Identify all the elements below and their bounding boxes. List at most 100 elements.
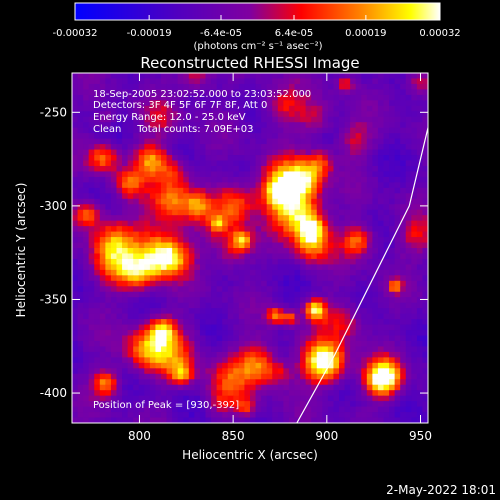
heatmap-cell <box>383 401 390 407</box>
heatmap-cell <box>211 242 218 249</box>
heatmap-cell <box>227 89 234 96</box>
heatmap-cell <box>205 324 212 331</box>
heatmap-cell <box>161 144 167 150</box>
heatmap-cell <box>333 291 340 298</box>
heatmap-cell <box>116 78 123 85</box>
heatmap-cell <box>277 297 284 304</box>
heatmap-cell <box>311 160 318 167</box>
heatmap-cell <box>238 83 245 90</box>
heatmap-cell <box>305 116 312 123</box>
heatmap-cell <box>138 149 145 156</box>
heatmap-cell <box>244 313 251 320</box>
heatmap-cell <box>105 176 112 183</box>
heatmap-cell <box>272 160 279 167</box>
heatmap-cell <box>138 100 145 107</box>
heatmap-cell <box>166 357 173 364</box>
heatmap-cell <box>177 198 184 205</box>
heatmap-cell <box>233 237 240 243</box>
heatmap-cell <box>77 340 84 347</box>
heatmap-cell <box>277 412 284 418</box>
heatmap-cell <box>316 138 323 145</box>
heatmap-cell <box>327 182 334 189</box>
heatmap-cell <box>394 384 401 391</box>
heatmap-cell <box>411 324 418 331</box>
heatmap-cell <box>272 220 279 227</box>
heatmap-cell <box>422 182 428 189</box>
heatmap-cell <box>205 242 212 249</box>
heatmap-cell <box>149 379 156 386</box>
heatmap-cell <box>261 187 268 194</box>
heatmap-cell <box>127 144 134 150</box>
heatmap-cell <box>300 116 307 123</box>
heatmap-cell <box>149 138 156 145</box>
heatmap-cell <box>199 237 206 243</box>
heatmap-cell <box>238 417 245 423</box>
heatmap-cell <box>199 122 206 129</box>
heatmap-cell <box>127 286 134 293</box>
heatmap-cell <box>105 346 112 353</box>
heatmap-cell <box>211 340 218 347</box>
heatmap-cell <box>377 127 384 134</box>
heatmap-cell <box>211 384 218 391</box>
heatmap-cell <box>244 193 251 200</box>
heatmap-cell <box>149 417 156 423</box>
heatmap-cell <box>155 100 162 107</box>
heatmap-cell <box>138 176 145 183</box>
heatmap-cell <box>250 258 256 265</box>
heatmap-cell <box>99 149 106 156</box>
heatmap-cell <box>183 94 190 101</box>
x-tick-label: 900 <box>315 429 338 443</box>
heatmap-cell <box>99 215 106 222</box>
heatmap-cell <box>194 220 201 227</box>
heatmap-cell <box>188 105 195 112</box>
heatmap-cell <box>127 390 134 397</box>
heatmap-cell <box>355 242 362 249</box>
heatmap-cell <box>383 165 390 172</box>
heatmap-cell <box>372 297 379 304</box>
heatmap-cell <box>244 330 251 336</box>
heatmap-cell <box>144 165 151 172</box>
heatmap-cell <box>288 258 295 265</box>
heatmap-cell <box>394 144 401 150</box>
heatmap-cell <box>177 351 184 358</box>
heatmap-cell <box>116 253 123 260</box>
heatmap-cell <box>344 122 351 129</box>
heatmap-cell <box>99 324 106 331</box>
heatmap-cell <box>405 100 412 107</box>
heatmap-cell <box>105 73 112 79</box>
heatmap-cell <box>227 78 234 85</box>
heatmap-cell <box>233 73 240 79</box>
heatmap-cell <box>133 138 140 145</box>
heatmap-cell <box>83 209 90 216</box>
heatmap-cell <box>88 384 95 391</box>
heatmap-cell <box>99 286 106 293</box>
heatmap-cell <box>77 373 84 380</box>
heatmap-cell <box>261 319 268 325</box>
heatmap-cell <box>183 133 190 140</box>
heatmap-cell <box>72 111 78 118</box>
heatmap-cell <box>238 313 245 320</box>
heatmap-cell <box>361 100 368 107</box>
heatmap-cell <box>355 324 362 331</box>
heatmap-cell <box>327 133 334 140</box>
heatmap-cell <box>199 133 206 140</box>
heatmap-cell <box>205 182 212 189</box>
heatmap-cell <box>188 390 195 397</box>
heatmap-cell <box>188 138 195 145</box>
heatmap-cell <box>172 390 179 397</box>
heatmap-cell <box>261 357 268 364</box>
heatmap-cell <box>305 302 312 309</box>
heatmap-cell <box>155 335 162 342</box>
heatmap-cell <box>400 111 407 118</box>
heatmap-cell <box>361 248 368 254</box>
heatmap-cell <box>383 264 390 271</box>
heatmap-cell <box>339 237 345 243</box>
heatmap-cell <box>116 209 123 216</box>
heatmap-cell <box>300 133 307 140</box>
heatmap-cell <box>344 182 351 189</box>
heatmap-cell <box>227 231 234 238</box>
heatmap-cell <box>389 253 396 260</box>
heatmap-cell <box>316 395 323 402</box>
heatmap-cell <box>110 330 117 336</box>
